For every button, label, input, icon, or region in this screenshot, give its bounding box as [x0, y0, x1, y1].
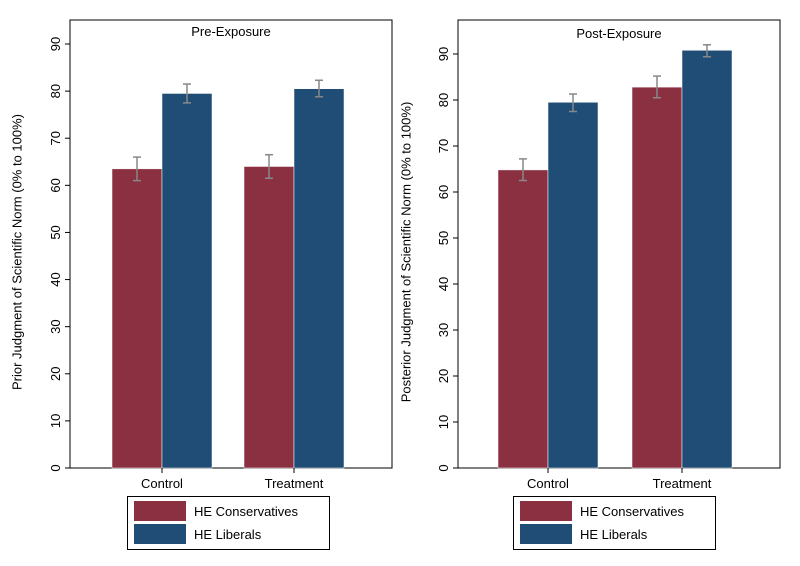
y-tick-label: 80 [48, 84, 63, 98]
y-tick-label: 30 [48, 319, 63, 333]
legend-pre-exposure: HE Conservatives HE Liberals [127, 496, 330, 550]
y-tick-label: 50 [436, 231, 451, 245]
legend-swatch-conservatives [134, 501, 186, 521]
bar [161, 93, 213, 469]
y-tick-label: 20 [48, 367, 63, 381]
bar [243, 166, 295, 469]
y-tick-label: 0 [48, 464, 63, 471]
bar [631, 86, 683, 469]
legend-swatch-conservatives [520, 501, 572, 521]
x-tick-label: Treatment [265, 476, 324, 491]
bar [547, 102, 599, 469]
y-axis-label: Prior Judgment of Scientific Norm (0% to… [9, 114, 24, 390]
legend-item-conservatives: HE Conservatives [134, 501, 298, 521]
y-tick-label: 90 [436, 47, 451, 61]
legend-post-exposure: HE Conservatives HE Liberals [513, 496, 716, 550]
legend-swatch-liberals [134, 524, 186, 544]
y-tick-label: 40 [48, 272, 63, 286]
legend-label-conservatives: HE Conservatives [194, 503, 299, 519]
legend-label-liberals: HE Liberals [580, 526, 648, 542]
bar [293, 88, 345, 469]
chart-title: Pre-Exposure [191, 24, 270, 39]
y-tick-label: 20 [436, 369, 451, 383]
chart-title: Post-Exposure [576, 26, 661, 41]
x-tick-label: Control [141, 476, 183, 491]
y-tick-label: 0 [436, 464, 451, 471]
y-tick-label: 70 [48, 131, 63, 145]
legend-label-conservatives: HE Conservatives [580, 503, 685, 519]
y-tick-label: 10 [436, 415, 451, 429]
y-tick-label: 50 [48, 225, 63, 239]
legend-item-liberals: HE Liberals [520, 524, 647, 544]
bar [497, 169, 549, 469]
y-tick-label: 40 [436, 277, 451, 291]
legend-label-liberals: HE Liberals [194, 526, 262, 542]
legend-swatch-liberals [520, 524, 572, 544]
x-tick-label: Control [527, 476, 569, 491]
y-tick-label: 90 [48, 37, 63, 51]
legend-item-liberals: HE Liberals [134, 524, 261, 544]
y-axis-label: Posterior Judgment of Scientific Norm (0… [398, 102, 413, 403]
legend-item-conservatives: HE Conservatives [520, 501, 684, 521]
y-tick-label: 70 [436, 139, 451, 153]
bar [111, 168, 163, 469]
plot-frame [457, 19, 781, 469]
y-tick-label: 80 [436, 93, 451, 107]
x-tick-label: Treatment [653, 476, 712, 491]
y-tick-label: 30 [436, 323, 451, 337]
bar [681, 50, 733, 469]
y-tick-label: 60 [48, 178, 63, 192]
y-tick-label: 10 [48, 414, 63, 428]
plot-frame [69, 19, 393, 469]
y-tick-label: 60 [436, 185, 451, 199]
